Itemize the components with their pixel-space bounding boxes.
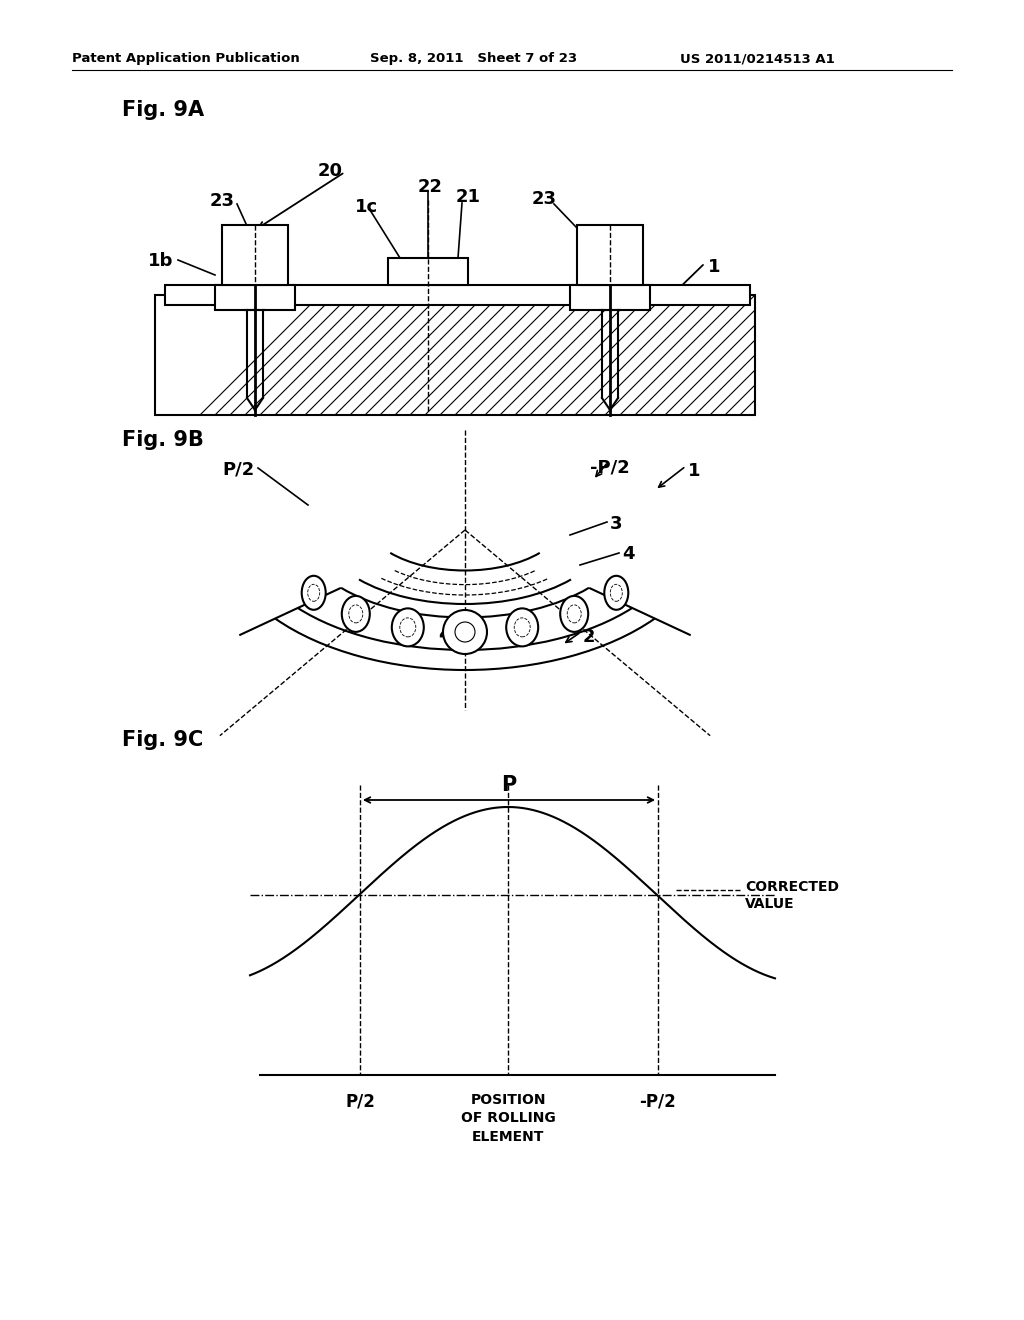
Ellipse shape [302,576,326,610]
Polygon shape [570,285,650,310]
Text: 42: 42 [438,626,463,644]
Text: Sep. 8, 2011   Sheet 7 of 23: Sep. 8, 2011 Sheet 7 of 23 [370,51,578,65]
Text: 3: 3 [610,515,623,533]
Ellipse shape [604,576,629,610]
Text: CORRECTED
VALUE: CORRECTED VALUE [745,880,839,911]
Text: -P/2: -P/2 [590,458,630,477]
Text: POSITION
OF ROLLING
ELEMENT: POSITION OF ROLLING ELEMENT [461,1093,555,1144]
Polygon shape [215,285,295,310]
Text: P/2: P/2 [345,1093,375,1111]
Polygon shape [165,285,750,305]
Text: Fig. 9A: Fig. 9A [122,100,204,120]
Text: 2: 2 [583,628,596,645]
Text: 1: 1 [708,257,721,276]
Text: Patent Application Publication: Patent Application Publication [72,51,300,65]
Text: -P/2: -P/2 [640,1093,677,1111]
Text: 20: 20 [318,162,343,180]
Text: 21: 21 [456,187,481,206]
Circle shape [443,610,487,653]
Text: Fig. 9C: Fig. 9C [122,730,203,750]
Ellipse shape [392,609,424,647]
Polygon shape [222,224,288,285]
Text: 1b: 1b [148,252,173,271]
Text: 23: 23 [210,191,234,210]
Text: 22: 22 [418,178,443,195]
Ellipse shape [342,595,370,632]
Text: 5: 5 [358,610,371,628]
Text: 4: 4 [622,545,635,564]
Polygon shape [577,224,643,285]
Text: P/2: P/2 [222,459,254,478]
Text: Fig. 9B: Fig. 9B [122,430,204,450]
Text: 23: 23 [532,190,557,209]
Text: 1: 1 [688,462,700,480]
Text: P: P [502,775,517,795]
Polygon shape [155,294,755,414]
Ellipse shape [560,595,588,632]
Text: 1c: 1c [355,198,378,216]
Polygon shape [388,257,468,285]
Ellipse shape [506,609,539,647]
Text: US 2011/0214513 A1: US 2011/0214513 A1 [680,51,835,65]
